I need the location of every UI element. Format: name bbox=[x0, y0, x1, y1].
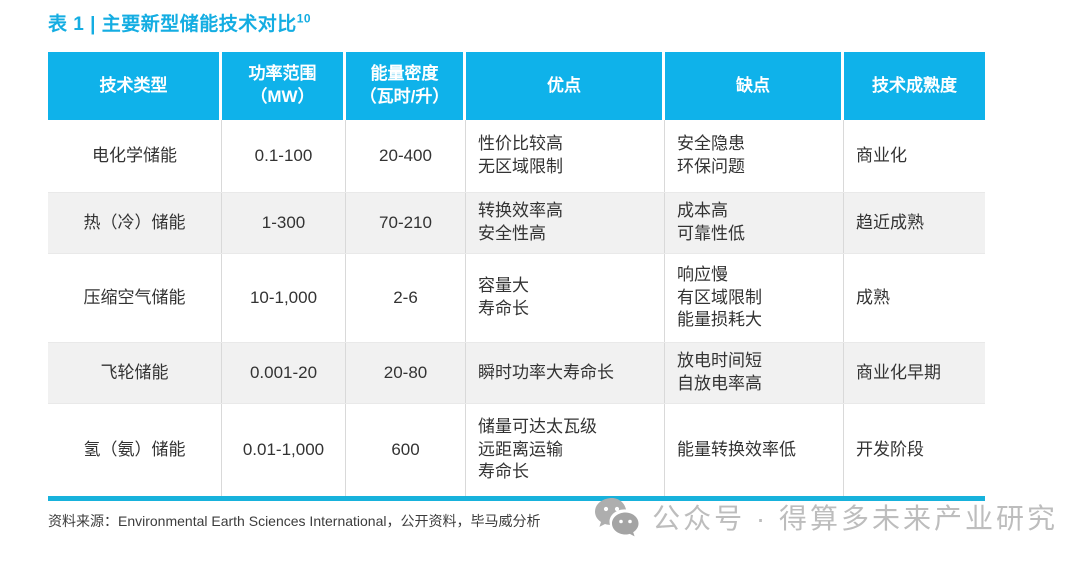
watermark: 公众号 · 得算多未来产业研究 bbox=[592, 496, 1058, 538]
data-source-note: 资料来源：Environmental Earth Sciences Intern… bbox=[48, 513, 541, 529]
cell-maturity: 商业化早期 bbox=[856, 362, 941, 382]
table-row-flywheel: 飞轮储能 0.001-20 20-80 瞬时功率大寿命长 放电时间短 自放电率高… bbox=[48, 342, 985, 403]
cell-pros: 性价比较高 无区域限制 bbox=[466, 120, 665, 192]
cell-tech: 飞轮储能 bbox=[48, 343, 222, 403]
cell-maturity: 商业化 bbox=[856, 145, 907, 165]
cell-density: 70-210 bbox=[346, 193, 466, 253]
cell-cons: 响应慢 有区域限制 能量损耗大 bbox=[665, 254, 844, 342]
column-header-cons: 缺点 bbox=[665, 52, 844, 120]
wechat-icon bbox=[595, 498, 639, 537]
table-row-thermal: 热（冷）储能 1-300 70-210 转换效率高 安全性高 成本高 可靠性低 … bbox=[48, 192, 985, 253]
table-title: 表 1 | 主要新型储能技术对比10 bbox=[48, 9, 311, 36]
cell-pros: 转换效率高 安全性高 bbox=[466, 193, 665, 253]
watermark-text: 公众号 · 得算多未来产业研究 bbox=[652, 503, 1058, 534]
table-row-electrochemical: 电化学储能 0.1-100 20-400 性价比较高 无区域限制 安全隐患 环保… bbox=[48, 120, 985, 192]
table-row-hydrogen: 氢（氨）储能 0.01-1,000 600 储量可达太瓦级 远距离运输 寿命长 … bbox=[48, 403, 985, 496]
cell-density: 20-80 bbox=[346, 343, 466, 403]
column-header-pros: 优点 bbox=[466, 52, 665, 120]
cell-cons: 放电时间短 自放电率高 bbox=[665, 343, 844, 403]
cell-cons: 安全隐患 环保问题 bbox=[665, 120, 844, 192]
column-header-tech: 技术类型 bbox=[48, 52, 222, 120]
table-row-compressed-air: 压缩空气储能 10-1,000 2-6 容量大 寿命长 响应慢 有区域限制 能量… bbox=[48, 253, 985, 342]
cell-maturity: 开发阶段 bbox=[856, 439, 924, 459]
column-header-density: 能量密度 （瓦时/升） bbox=[346, 52, 466, 120]
table-body: 电化学储能 0.1-100 20-400 性价比较高 无区域限制 安全隐患 环保… bbox=[48, 120, 985, 496]
cell-tech: 电化学储能 bbox=[48, 120, 222, 192]
cell-maturity: 成熟 bbox=[856, 287, 890, 307]
cell-power: 10-1,000 bbox=[222, 254, 346, 342]
cell-maturity: 趋近成熟 bbox=[856, 212, 924, 232]
cell-cons: 成本高 可靠性低 bbox=[665, 193, 844, 253]
column-header-power: 功率范围 （MW） bbox=[222, 52, 346, 120]
cell-power: 1-300 bbox=[222, 193, 346, 253]
footnote-superscript: 10 bbox=[296, 11, 312, 26]
cell-tech: 热（冷）储能 bbox=[48, 193, 222, 253]
cell-power: 0.1-100 bbox=[222, 120, 346, 192]
table-header-row: 技术类型 功率范围 （MW） 能量密度 （瓦时/升） 优点 缺点 技术成熟度 bbox=[48, 52, 985, 120]
column-header-maturity: 技术成熟度 bbox=[844, 52, 985, 120]
cell-density: 600 bbox=[346, 404, 466, 496]
cell-power: 0.001-20 bbox=[222, 343, 346, 403]
table-title-text: 表 1 | 主要新型储能技术对比 bbox=[48, 14, 297, 35]
cell-pros: 容量大 寿命长 bbox=[466, 254, 665, 342]
cell-power: 0.01-1,000 bbox=[222, 404, 346, 496]
cell-cons: 能量转换效率低 bbox=[665, 404, 844, 496]
cell-pros: 储量可达太瓦级 远距离运输 寿命长 bbox=[466, 404, 665, 496]
cell-pros: 瞬时功率大寿命长 bbox=[466, 343, 665, 403]
cell-density: 2-6 bbox=[346, 254, 466, 342]
cell-tech: 氢（氨）储能 bbox=[48, 404, 222, 496]
cell-tech: 压缩空气储能 bbox=[48, 254, 222, 342]
cell-density: 20-400 bbox=[346, 120, 466, 192]
storage-tech-table: 技术类型 功率范围 （MW） 能量密度 （瓦时/升） 优点 缺点 技术成熟度 电… bbox=[48, 52, 985, 501]
